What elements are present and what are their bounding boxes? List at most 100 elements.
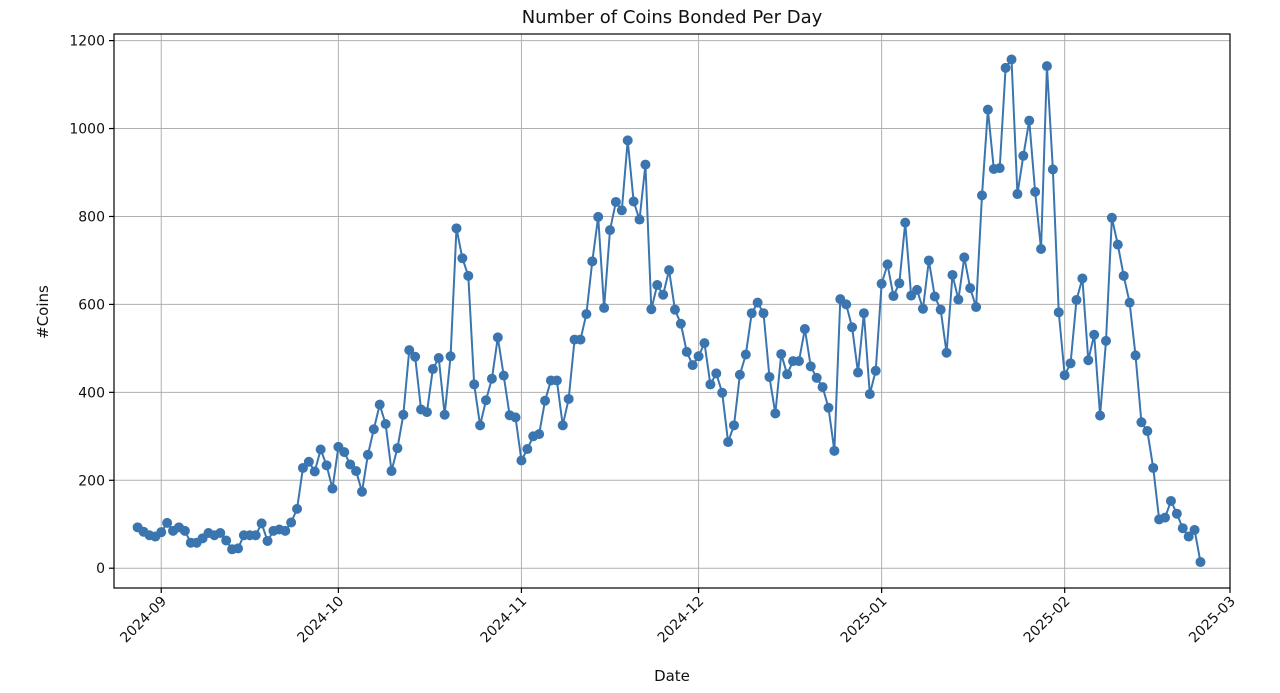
series-coins [132, 54, 1206, 568]
y-tick-label: 400 [78, 385, 105, 401]
data-point [1183, 531, 1194, 542]
data-point [1189, 524, 1200, 535]
data-point [734, 369, 745, 380]
data-point [669, 304, 680, 315]
x-tick-label: 2024-11 [478, 594, 531, 647]
data-point [475, 420, 486, 431]
data-point [912, 284, 923, 295]
x-tick-label: 2025-01 [838, 594, 891, 647]
data-point [1177, 523, 1188, 534]
data-point [847, 322, 858, 333]
data-point [445, 351, 456, 362]
data-point [292, 503, 303, 514]
data-point [1142, 426, 1153, 437]
data-point [321, 460, 332, 471]
data-point [534, 429, 545, 440]
data-point [616, 205, 627, 216]
data-point [729, 420, 739, 431]
axis-ticks: 0 200 400 600 800 1000 1200 2024-09 2024-10 2024-… [69, 34, 1238, 647]
data-point [492, 332, 503, 343]
data-point [351, 466, 362, 477]
data-point [1136, 417, 1147, 428]
data-point [345, 459, 356, 470]
data-point [941, 347, 952, 358]
data-point [675, 318, 686, 329]
data-point [711, 368, 722, 379]
data-point [693, 351, 704, 362]
data-point [841, 299, 852, 310]
data-point [752, 297, 763, 308]
data-point [829, 445, 840, 456]
plot-area-frame [113, 33, 1231, 589]
data-point [162, 517, 173, 528]
data-point [900, 217, 911, 228]
data-point [233, 543, 243, 554]
data-point [156, 527, 167, 538]
data-point [917, 303, 928, 314]
data-point [1071, 295, 1082, 306]
data-point [593, 211, 604, 222]
data-point [793, 356, 804, 367]
x-tick-label: 2025-03 [1186, 594, 1239, 647]
data-point [1059, 370, 1070, 381]
data-point [770, 408, 781, 419]
x-tick-label: 2025-02 [1021, 594, 1074, 647]
data-point [303, 456, 314, 467]
data-point [1024, 115, 1035, 126]
data-point [977, 190, 987, 201]
y-tick-label: 800 [78, 209, 105, 225]
data-point [581, 309, 592, 320]
data-point [309, 466, 320, 477]
data-point [315, 444, 326, 455]
data-point [876, 278, 887, 289]
data-point [705, 379, 716, 390]
data-point [1112, 239, 1123, 250]
data-point [1012, 189, 1023, 200]
data-point [439, 409, 450, 420]
data-point [640, 159, 651, 170]
data-point [221, 535, 232, 546]
data-point [1077, 273, 1088, 284]
data-point [864, 389, 875, 400]
data-point [935, 304, 946, 315]
data-point [433, 353, 444, 364]
data-point [380, 419, 391, 429]
data-point [250, 530, 261, 541]
data-point [256, 518, 267, 529]
y-tick-label: 200 [78, 473, 105, 489]
data-point [923, 255, 934, 266]
data-point [740, 349, 751, 360]
data-point [557, 420, 568, 431]
data-point [1041, 61, 1052, 72]
data-point [368, 424, 379, 435]
data-point [1018, 150, 1029, 161]
data-point [947, 269, 958, 280]
data-point [516, 455, 527, 466]
data-point [994, 163, 1005, 174]
data-point [758, 308, 769, 319]
data-point [1065, 358, 1076, 369]
data-point [723, 437, 734, 448]
data-point [634, 214, 645, 225]
data-point [1089, 329, 1100, 340]
data-point [699, 338, 710, 349]
x-tick-label: 2024-12 [655, 594, 708, 647]
data-point [1083, 355, 1094, 366]
data-point [1130, 350, 1141, 361]
data-point [605, 225, 615, 236]
data-point [362, 449, 373, 460]
data-point [404, 345, 415, 356]
data-point [286, 517, 297, 528]
data-point [1006, 54, 1017, 65]
y-tick-label: 600 [78, 297, 105, 313]
data-point [587, 256, 598, 267]
data-point [1165, 495, 1176, 506]
data-point [599, 302, 610, 313]
data-point [1148, 462, 1159, 473]
data-point [481, 395, 491, 406]
data-point [658, 289, 669, 300]
data-point [746, 308, 757, 319]
data-point [215, 528, 226, 539]
data-point [410, 351, 421, 362]
data-point [971, 302, 982, 313]
